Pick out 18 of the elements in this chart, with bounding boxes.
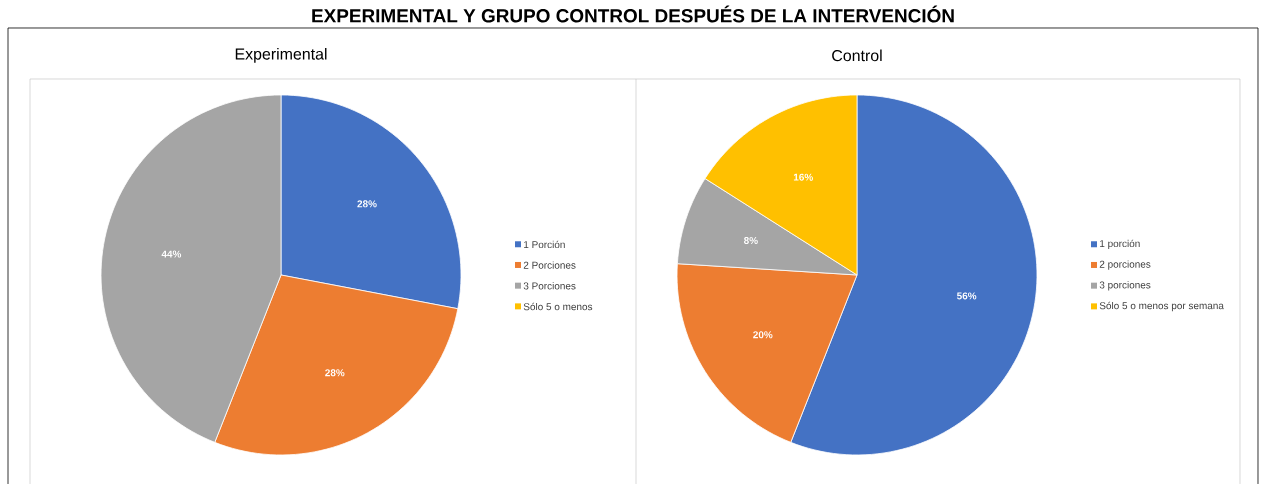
data-label: 56% — [956, 292, 977, 300]
chart-title: Control — [832, 49, 882, 62]
legend-label: 3 Porciones — [523, 282, 576, 290]
data-label: 16% — [793, 173, 813, 181]
legend-label: Sólo 5 o menos — [523, 302, 593, 311]
data-label: 44% — [161, 250, 182, 258]
legend-label: 3 porciones — [1099, 281, 1151, 291]
data-label: 8% — [743, 236, 758, 245]
legend-label: 1 porción — [1100, 239, 1140, 250]
legend-label: Sólo 5 o menos por semana — [1099, 301, 1224, 312]
text: EXPERIMENTAL Y GRUPO CONTROL DESPUÉS DE LA INTERVENCIÓN — [312, 5, 954, 23]
legend-label: 2 porciones — [1099, 260, 1151, 270]
legend-label: 1 Porción — [524, 240, 565, 249]
data-label: 28% — [357, 200, 377, 208]
data-label: 28% — [325, 369, 345, 377]
legend-label: 2 Porciones — [523, 261, 576, 269]
chart-title: Experimental — [235, 47, 327, 63]
data-label: 20% — [753, 331, 773, 339]
